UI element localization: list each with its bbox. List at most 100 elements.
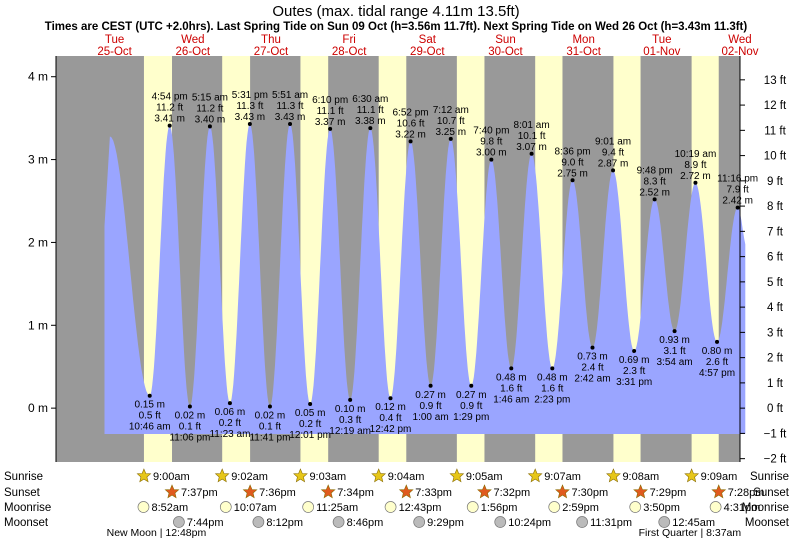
tide-point — [735, 205, 740, 210]
tide-point — [408, 139, 413, 144]
tide-height-m: 3.25 m — [435, 127, 466, 138]
sunset-icon — [555, 484, 570, 499]
tide-height-ft: 9.0 ft — [561, 157, 583, 168]
tide-height-ft: 11.1 ft — [357, 105, 384, 116]
tide-point — [328, 126, 333, 131]
moonrise-time: 2:59pm — [562, 502, 599, 514]
day-date: 28-Oct — [332, 46, 367, 58]
moonrise-icon — [629, 501, 642, 513]
tide-height-m: 0.93 m — [659, 335, 690, 346]
tide-height-ft: 0.9 ft — [419, 401, 441, 412]
moon-phase-label: First Quarter | 8:37am — [639, 527, 742, 539]
chart-title: Outes (max. tidal range 4.11m 13.5ft) — [272, 3, 519, 20]
tide-height-m: 3.07 m — [516, 142, 547, 153]
tide-height-m: 0.48 m — [537, 372, 568, 383]
tide-height-ft: 2.6 ft — [706, 357, 728, 368]
tide-height-m: 0.12 m — [375, 402, 406, 413]
tide-height-ft: 1.6 ft — [500, 383, 522, 394]
day-name: Mon — [572, 34, 594, 46]
day-date: 01-Nov — [643, 46, 680, 58]
sunset-time: 7:34pm — [337, 487, 374, 499]
tide-point — [529, 151, 534, 156]
day-name: Thu — [261, 34, 281, 46]
tide-height-m: 0.27 m — [415, 390, 446, 401]
day-name: Fri — [342, 34, 355, 46]
tide-height-ft: 7.9 ft — [727, 185, 749, 196]
sunrise-time: 9:04am — [388, 471, 425, 483]
moonrise-time: 12:43pm — [399, 502, 442, 514]
sunrise-time: 9:05am — [466, 471, 503, 483]
moonrise-time: 1:56pm — [481, 502, 518, 514]
tide-point — [469, 383, 474, 388]
day-date: 29-Oct — [410, 46, 445, 58]
tide-height-m: 3.38 m — [355, 116, 386, 127]
right-tick-label: −2 ft — [764, 454, 788, 466]
tide-point — [550, 366, 555, 371]
day-name: Wed — [181, 34, 204, 46]
sunset-time: 7:28pm — [728, 487, 765, 499]
tide-height-m: 0.10 m — [335, 404, 366, 415]
day-name: Wed — [728, 34, 751, 46]
left-tick-label: 1 m — [28, 318, 48, 332]
tide-point — [672, 329, 677, 334]
left-tick-label: 3 m — [28, 153, 48, 167]
row-label-right: Sunrise — [750, 471, 789, 483]
tide-height-m: 3.43 m — [275, 112, 306, 123]
day-date: 30-Oct — [488, 46, 523, 58]
tide-time: 12:42 pm — [370, 424, 412, 435]
left-tick-label: 2 m — [28, 235, 48, 249]
tide-point — [308, 402, 313, 406]
tide-time: 5:51 am — [272, 90, 308, 101]
right-tick-label: 5 ft — [767, 277, 784, 289]
tide-height-m: 0.69 m — [619, 355, 650, 366]
tide-time: 11:41 pm — [249, 432, 290, 443]
right-tick-label: 9 ft — [767, 176, 784, 188]
moonrise-time: 10:07am — [234, 502, 277, 514]
tide-height-ft: 2.4 ft — [581, 363, 603, 374]
sunrise-icon — [606, 468, 621, 483]
sunrise-time: 9:08am — [622, 471, 659, 483]
right-tick-label: 6 ft — [767, 252, 784, 264]
tide-time: 11:06 pm — [169, 432, 210, 443]
moonrise-time: 3:50pm — [643, 502, 680, 514]
tide-point — [632, 348, 637, 353]
chart-subtitle: Times are CEST (UTC +2.0hrs). Last Sprin… — [45, 21, 748, 33]
tide-time: 9:48 pm — [637, 165, 673, 176]
moonrise-icon — [137, 501, 150, 513]
left-tick-label: 4 m — [28, 70, 48, 84]
tide-point — [348, 397, 353, 402]
row-label-left: Sunset — [4, 487, 41, 499]
tide-time: 8:01 am — [514, 120, 550, 131]
tide-point — [448, 136, 453, 141]
sunrise-icon — [293, 468, 308, 483]
axes: 0 m 1 m 2 m 3 m 4 m −2 ft −1 ft 0 ft 1 ft 2 ft 3 f… — [28, 56, 787, 466]
astro-events: Sunrise Sunrise Sunset Sunset Moonrise Moonri… — [4, 468, 790, 539]
moonrise-icon — [384, 501, 397, 513]
sunrise-icon — [684, 468, 700, 483]
moonset-icon — [413, 516, 426, 528]
sunrise-icon — [136, 468, 152, 483]
tide-time: 10:46 am — [129, 422, 171, 433]
tide-height-ft: 0.4 ft — [379, 413, 401, 424]
tide-point — [652, 197, 657, 202]
moonrise-time: 4:31pm — [724, 502, 761, 514]
tide-point — [187, 404, 192, 409]
day-date: 26-Oct — [176, 46, 211, 58]
tide-height-m: 3.22 m — [395, 129, 426, 140]
moonset-time: 10:24pm — [508, 517, 551, 529]
tide-height-ft: 10.7 ft — [437, 116, 465, 127]
tide-time: 8:36 pm — [554, 146, 590, 157]
moonset-time: 9:29pm — [427, 517, 464, 529]
row-label-right: Sunset — [753, 487, 790, 499]
sunset-icon — [633, 484, 648, 499]
tide-time: 1:46 am — [493, 394, 529, 405]
sunset-time: 7:32pm — [493, 487, 530, 499]
tide-time: 11:23 am — [209, 429, 250, 440]
sunrise-time: 9:00am — [153, 471, 190, 483]
sunrise-icon — [527, 468, 543, 483]
tide-height-m: 2.52 m — [639, 187, 670, 198]
tide-point — [147, 393, 152, 398]
right-tick-label: 7 ft — [767, 226, 784, 238]
tide-area — [104, 123, 746, 435]
